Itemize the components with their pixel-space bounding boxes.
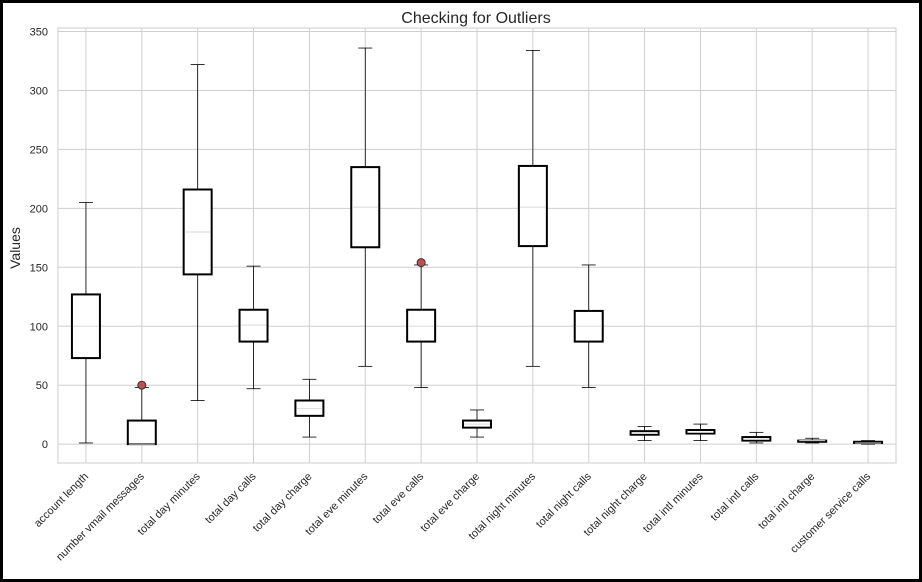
iqr-box: [238, 308, 269, 343]
box-total-day-charge: [294, 378, 325, 438]
x-tick-label: account length: [32, 471, 91, 530]
y-tick-labels: 0 50 100 150 200 250 300 350: [30, 27, 48, 452]
box-total-night-charge: [629, 426, 660, 442]
y-tick-label: 100: [30, 321, 48, 333]
y-tick-label: 300: [30, 85, 48, 97]
iqr-box: [294, 399, 325, 417]
y-tick-label: 200: [30, 203, 48, 215]
x-tick-label: total intl minutes: [641, 470, 706, 535]
box-number-vmail-messages: [126, 380, 157, 446]
box-total-intl-calls: [741, 431, 772, 444]
box-total-eve-calls: [406, 258, 437, 388]
x-tick-label: total eve calls: [371, 470, 427, 526]
x-tick-label: total eve minutes: [303, 470, 371, 538]
iqr-box: [406, 308, 437, 343]
box-account-length: [70, 202, 101, 444]
y-axis-label: Values: [7, 227, 23, 269]
box-total-eve-minutes: [350, 47, 381, 367]
iqr-box: [741, 436, 772, 442]
iqr-box: [517, 164, 548, 248]
box-customer-service-calls: [853, 440, 884, 445]
x-tick-label: total day minutes: [136, 470, 204, 538]
box-total-day-calls: [238, 265, 269, 390]
plot-frame: [57, 27, 897, 464]
chart-title: Checking for Outliers: [401, 10, 550, 27]
outlier-point: [137, 380, 147, 390]
x-tick-label: total intl charge: [756, 471, 817, 532]
y-tick-label: 350: [30, 27, 48, 39]
box-total-day-minutes: [182, 64, 213, 401]
x-tick-label: total intl calls: [708, 470, 761, 523]
iqr-box: [629, 430, 660, 436]
x-tick-label: total day charge: [251, 471, 315, 535]
box-total-eve-charge: [462, 409, 492, 438]
iqr-box: [685, 428, 716, 435]
box-total-night-minutes: [517, 49, 548, 367]
iqr-box: [126, 419, 157, 446]
outlier-point: [416, 258, 426, 268]
y-tick-label: 150: [30, 262, 48, 274]
boxes-group: [70, 47, 884, 446]
x-tick-label: total night calls: [534, 470, 594, 530]
box-total-intl-minutes: [685, 423, 716, 442]
y-tick-label: 50: [36, 380, 48, 392]
y-tick-label: 250: [30, 144, 48, 156]
y-tick-label: 0: [42, 439, 48, 451]
x-tick-label: total day calls: [203, 470, 259, 526]
x-tick-label: total eve charge: [418, 471, 482, 535]
box-total-night-calls: [573, 264, 604, 388]
box-total-intl-charge: [797, 437, 828, 444]
